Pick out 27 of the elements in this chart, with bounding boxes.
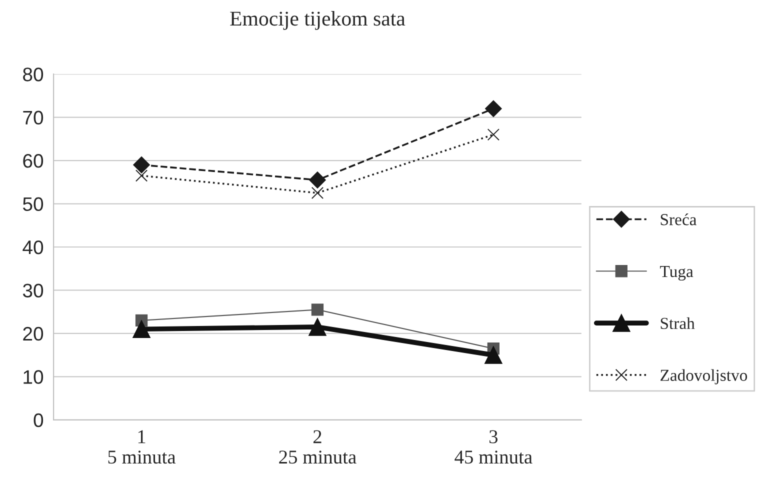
legend-label: Sreća — [660, 213, 697, 226]
point — [485, 100, 502, 118]
y-tick-label: 20 — [23, 326, 44, 341]
x-tick-label: 1 5 minuta — [108, 430, 176, 464]
y-tick-label: 30 — [22, 284, 44, 298]
point — [311, 304, 324, 316]
point — [309, 172, 326, 188]
point — [484, 346, 502, 364]
legend-label: Zadovoljstvo — [660, 369, 748, 384]
point — [133, 156, 150, 174]
y-tick-label: 50 — [22, 197, 44, 212]
y-tick-label: 10 — [24, 370, 44, 384]
point — [311, 186, 324, 200]
point — [132, 320, 150, 338]
y-tick-label: 70 — [23, 110, 44, 125]
point — [135, 170, 148, 182]
y-tick-label: 80 — [23, 68, 44, 82]
y-tick-label: 0 — [34, 413, 44, 428]
chart-title: Emocije tijekom sata — [230, 11, 406, 30]
point — [308, 318, 326, 336]
point — [487, 128, 500, 141]
y-tick-label: 60 — [23, 154, 44, 168]
x-tick-label: 2 25 minuta — [279, 430, 356, 464]
y-tick-label: 40 — [22, 240, 44, 254]
legend-label: Strah — [660, 317, 695, 330]
legend-label: Tuga — [660, 266, 694, 281]
x-tick-label: 3 45 minuta — [454, 430, 532, 464]
